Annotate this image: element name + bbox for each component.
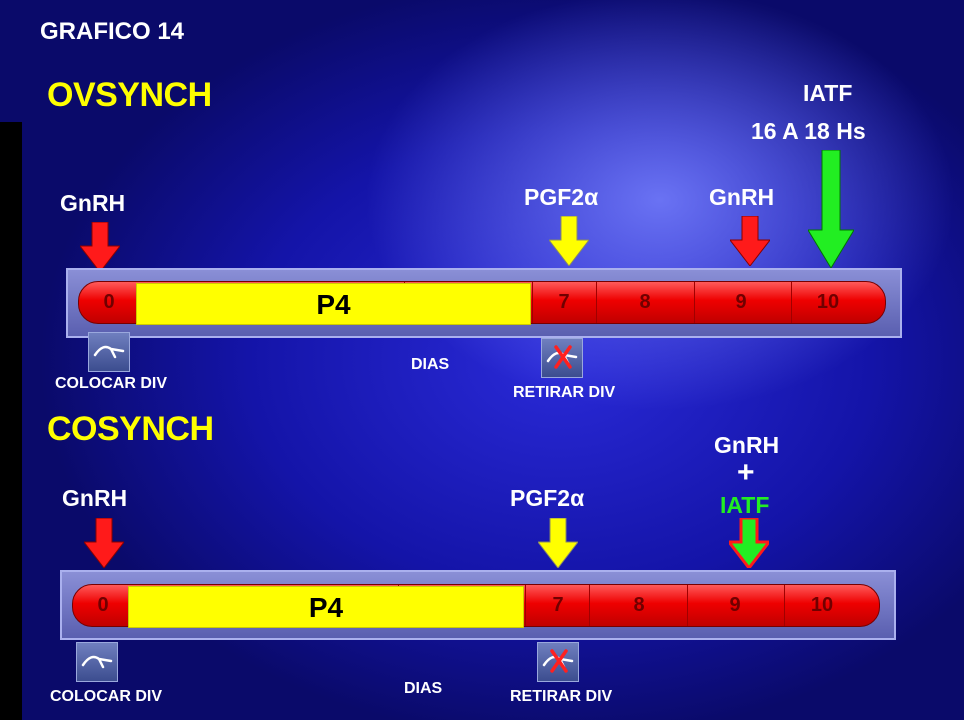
ovsynch-iatf-arrow-icon bbox=[808, 150, 854, 268]
cosynch-day-10: 10 bbox=[810, 594, 834, 616]
ovsynch-segment-divider bbox=[694, 282, 695, 323]
ovsynch-pgf-arrow-icon bbox=[549, 216, 589, 266]
cosynch-gnrh-iatf-arrow-icon bbox=[729, 518, 769, 568]
ovsynch-device-remove-icon bbox=[541, 338, 583, 378]
cosynch-segment-divider bbox=[687, 585, 688, 626]
ovsynch-day-9: 9 bbox=[735, 291, 747, 313]
cosynch-plus-sign: + bbox=[737, 456, 755, 489]
ovsynch-iatf-label: IATF bbox=[803, 80, 853, 106]
ovsynch-retirar-label: RETIRAR DIV bbox=[513, 384, 616, 401]
ovsynch-gnrh-start-label: GnRH bbox=[60, 190, 126, 216]
cosynch-colocar-label: COLOCAR DIV bbox=[50, 688, 162, 705]
cosynch-p4-block: P4 bbox=[128, 586, 524, 628]
ovsynch-segment-divider bbox=[791, 282, 792, 323]
cosynch-gnrh-end-label: GnRH bbox=[714, 432, 780, 458]
ovsynch-pgf-label: PGF2α bbox=[524, 184, 599, 210]
cosynch-retirar-label: RETIRAR DIV bbox=[510, 688, 613, 705]
cosynch-day-8: 8 bbox=[633, 594, 645, 616]
cosynch-gnrh-start-label: GnRH bbox=[62, 485, 128, 511]
ovsynch-colocar-label: COLOCAR DIV bbox=[55, 375, 167, 392]
ovsynch-gnrh-start-arrow-icon bbox=[80, 222, 120, 272]
cosynch-day-9: 9 bbox=[729, 594, 741, 616]
ovsynch-iatf-time-label: 16 A 18 Hs bbox=[751, 118, 866, 144]
ovsynch-dias-label: DIAS bbox=[411, 356, 450, 373]
ovsynch-segment-divider bbox=[532, 282, 533, 323]
cosynch-pgf-arrow-icon bbox=[538, 518, 578, 568]
ovsynch-segment-divider bbox=[596, 282, 597, 323]
ovsynch-gnrh-end-arrow-icon bbox=[730, 216, 770, 266]
ovsynch-day-10: 10 bbox=[816, 291, 840, 313]
ovsynch-day-0: 0 bbox=[103, 291, 115, 313]
cosynch-device-remove-icon bbox=[537, 642, 579, 682]
cosynch-device-insert-icon bbox=[76, 642, 118, 682]
cosynch-title: COSYNCH bbox=[47, 410, 214, 448]
cosynch-segment-divider bbox=[525, 585, 526, 626]
left-black-strip bbox=[0, 122, 22, 720]
ovsynch-day-7: 7 bbox=[558, 291, 570, 313]
cosynch-day-0: 0 bbox=[97, 594, 109, 616]
cosynch-dias-label: DIAS bbox=[404, 680, 443, 697]
slide-title: GRAFICO 14 bbox=[40, 18, 185, 45]
cosynch-gnrh-start-arrow-icon bbox=[84, 518, 124, 568]
ovsynch-gnrh-end-label: GnRH bbox=[709, 184, 775, 210]
cosynch-segment-divider bbox=[589, 585, 590, 626]
ovsynch-day-8: 8 bbox=[639, 291, 651, 313]
ovsynch-p4-block: P4 bbox=[136, 283, 531, 325]
ovsynch-title: OVSYNCH bbox=[47, 76, 212, 114]
cosynch-segment-divider bbox=[784, 585, 785, 626]
ovsynch-device-insert-icon bbox=[88, 332, 130, 372]
cosynch-iatf-label: IATF bbox=[720, 492, 770, 518]
cosynch-day-7: 7 bbox=[552, 594, 564, 616]
cosynch-pgf-label: PGF2α bbox=[510, 485, 585, 511]
